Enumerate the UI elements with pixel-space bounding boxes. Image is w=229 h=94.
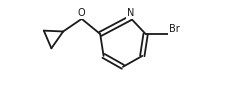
Text: N: N — [126, 8, 134, 18]
Text: Br: Br — [168, 24, 179, 34]
Text: O: O — [78, 8, 85, 18]
